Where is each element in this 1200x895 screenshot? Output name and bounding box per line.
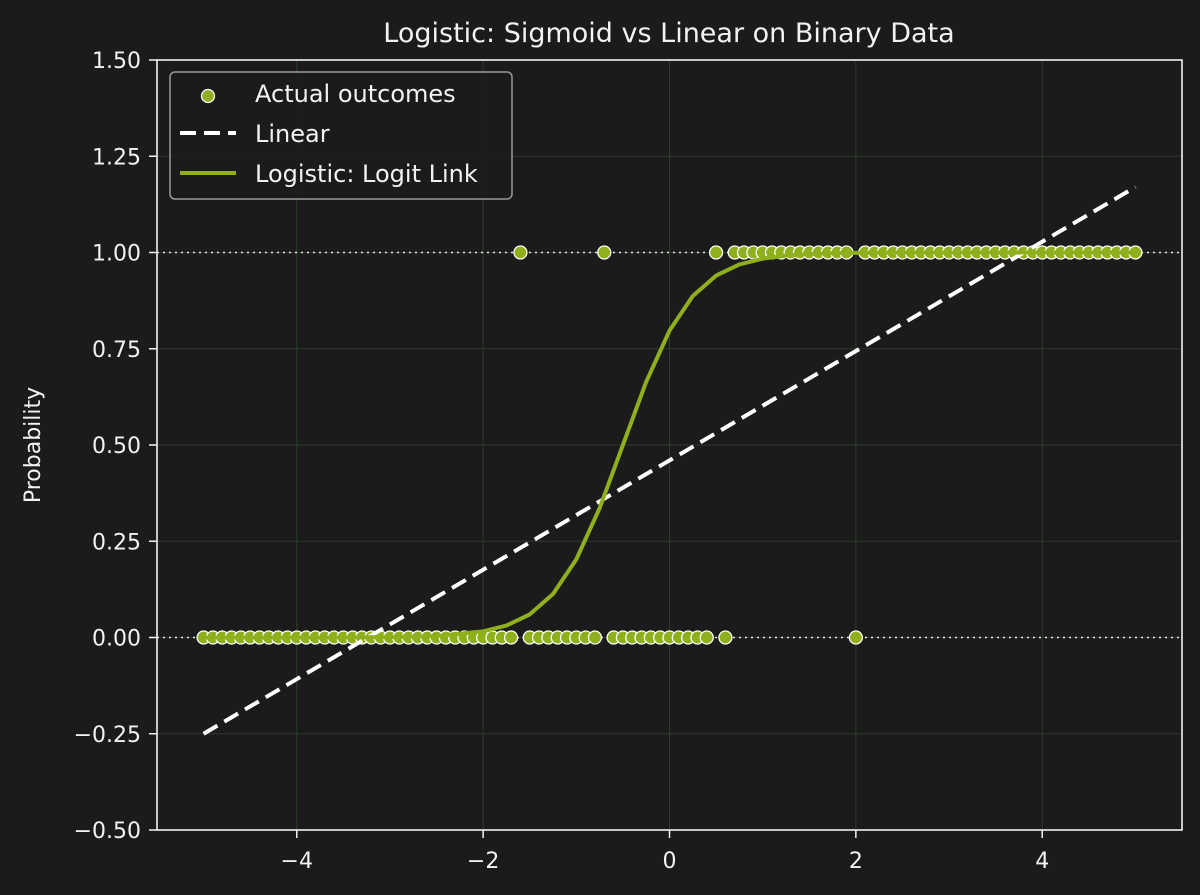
- legend-box: [169, 71, 513, 200]
- y-tick-label: 0.75: [92, 338, 141, 363]
- scatter-point: [597, 245, 612, 260]
- x-tick-label: −4: [281, 849, 313, 874]
- scatter-point: [587, 630, 603, 645]
- scatter-point: [848, 630, 864, 645]
- axis-ticks: −4 −2 0 2 4 −0.50 −0.25 0.00 0.25 0.50 0.75 1.00 1.2…: [74, 49, 1050, 874]
- linear-fit-line: [202, 185, 1137, 736]
- x-tick-label: 0: [663, 849, 677, 874]
- scatter-point: [513, 245, 528, 260]
- logistic-curve: [203, 250, 1136, 640]
- y-tick-label: 1.25: [92, 145, 141, 170]
- plot-series: [196, 185, 1143, 736]
- legend-label-scatter: Actual outcomes: [255, 80, 456, 108]
- x-tick-label: −2: [467, 849, 499, 874]
- y-tick-label: −0.50: [74, 819, 141, 844]
- scatter-point: [503, 630, 519, 645]
- legend-label-logistic: Logistic: Logit Link: [255, 160, 478, 188]
- legend-marker-scatter: [200, 88, 216, 104]
- scatter-point: [718, 630, 733, 645]
- y-tick-label: 1.50: [92, 49, 141, 74]
- chart-title: Logistic: Sigmoid vs Linear on Binary Da…: [383, 18, 954, 49]
- legend: Actual outcomes Linear Logistic: Logit Lin…: [169, 71, 513, 200]
- x-tick-label: 2: [849, 849, 863, 874]
- y-axis-label: Probability: [21, 387, 46, 503]
- x-tick-label: 4: [1035, 849, 1049, 874]
- scatter-point: [708, 245, 724, 260]
- y-tick-label: 0.00: [92, 627, 141, 652]
- legend-label-linear: Linear: [255, 120, 330, 148]
- y-tick-label: 0.50: [92, 434, 141, 459]
- y-tick-label: 1.00: [92, 242, 141, 267]
- y-tick-label: −0.25: [74, 723, 141, 748]
- scatter-point: [699, 630, 714, 645]
- y-tick-label: 0.25: [92, 530, 141, 555]
